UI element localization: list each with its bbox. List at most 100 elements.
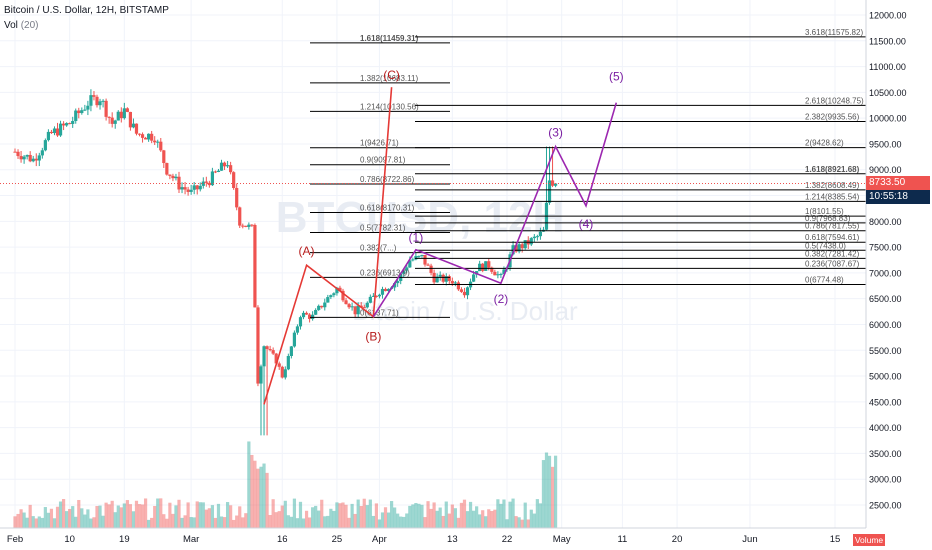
price-tick-label: 10500.00 [869,88,907,98]
volume-bar [311,507,315,528]
volume-bar [383,507,388,528]
volume-bar [438,507,442,528]
candle-body [435,276,439,283]
volume-bar [393,507,397,528]
volume-bar [396,513,400,528]
wave-label: (1) [409,231,424,245]
candle-body [98,101,102,106]
candle-body [350,306,354,308]
volume-bar [95,505,99,528]
volume-bar [177,499,181,528]
candle-body [423,255,427,265]
volume-bar [514,516,518,528]
volume-bar [499,503,503,528]
candle-body [58,123,63,136]
volume-bar [229,505,233,528]
volume-bar [140,504,145,528]
volume-bar [359,505,363,528]
price-tick-label: 7500.00 [869,243,902,253]
volume-bar [365,505,369,528]
volume-bar [277,511,281,528]
fib-level-label: 1.214(8385.54) [805,192,860,201]
candle-body [195,185,199,190]
volume-bar [137,504,142,528]
time-tick-label: Mar [183,534,199,545]
volume-bar [402,516,406,528]
candle-body [499,274,503,276]
fib-level-label: 0(6137.71) [360,308,399,317]
volume-bar [420,504,424,528]
candle-body [137,133,142,135]
time-axis-background [0,528,866,550]
volume-bar [162,514,166,528]
candle-body [122,108,126,119]
candle-body [511,245,515,255]
fib-level-label: 0.618(7594.61) [805,233,860,242]
volume-bar [113,512,117,528]
candle-body [426,264,430,266]
candle-body [320,305,324,308]
volume-bar [92,517,96,528]
symbol-title: Bitcoin / U.S. Dollar, 12H, BITSTAMP [4,5,169,16]
candle-body [450,280,454,284]
candle-body [520,244,524,249]
fib-level-label: 1.618(11459.31) [360,34,419,43]
candle-body [420,255,424,257]
volume-bar [447,513,451,528]
time-tick-label: 11 [617,534,627,545]
volume-bar [550,466,555,528]
candle-body [283,369,287,378]
volume-bar [262,463,266,528]
candle-body [52,128,57,134]
candle-body [189,189,193,192]
volume-bar [174,505,178,528]
volume-bar [362,498,366,528]
fib-level-label: 0.382(7281.42) [805,249,860,258]
volume-bar [529,509,533,528]
volume-bar [341,502,345,528]
candle-body [125,108,129,112]
volume-bar [523,502,527,528]
volume-bar [502,499,506,528]
volume-bar [271,499,275,528]
volume-bar [213,517,218,528]
volume-bar [426,501,430,528]
candle-body [444,276,448,282]
volume-bar [189,517,193,528]
fib-level-label: 2.618(10248.75) [805,96,864,105]
volume-bar [22,512,26,528]
volume-bar [86,509,90,528]
volume-bar [125,500,129,528]
volume-bar [153,505,157,528]
volume-bar [356,499,360,528]
candle-body [40,150,44,156]
volume-bar [143,498,148,528]
candle-body [250,224,254,226]
candle-body [405,267,409,271]
volume-bar [526,519,530,528]
volume-bar [326,515,330,528]
candle-body [262,346,266,367]
volume-bar [216,503,221,528]
candle-body [110,117,114,124]
volume-bar [465,511,470,528]
candle-body [156,141,160,143]
candle-body [523,240,527,249]
candle-body [417,255,421,257]
fib-level-label: 2.382(9935.56) [805,112,860,121]
fib-level-label: 1(9426.71) [360,139,399,148]
fib-level-label: 1.382(10683.11) [360,74,418,83]
impulse-wave-path [372,102,618,318]
volume-bar [195,501,199,528]
candle-body [335,287,339,294]
grid [0,0,866,528]
volume-bar [505,519,509,528]
last-price-badge: 8733.50 [866,176,930,191]
wave-label: (5) [609,70,624,84]
candle-body [393,283,397,288]
volume-indicator-label: Vol [4,20,18,31]
candle-body [286,355,290,370]
candle-body [481,263,485,271]
